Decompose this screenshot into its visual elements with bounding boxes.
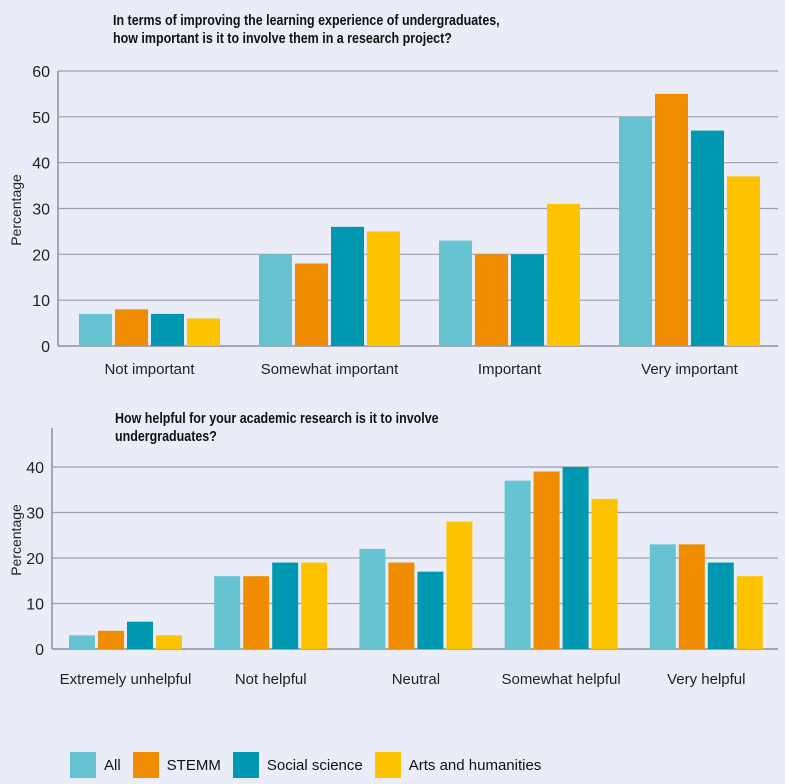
legend-swatch (232, 752, 259, 778)
bar-social-science (331, 226, 364, 346)
x-category-label: Somewhat helpful (501, 671, 620, 688)
bar-arts-and-humanities (367, 231, 400, 346)
y-tick-label: 50 (32, 110, 50, 127)
legend: All STEMM Social science Arts and humani… (70, 752, 553, 778)
bar-stemm (475, 254, 508, 346)
x-category-label: Very important (641, 361, 739, 378)
bar-all (619, 116, 652, 346)
y-axis-label: Percentage (8, 174, 24, 246)
legend-item-social-science: Social science (232, 752, 363, 778)
y-tick-label: 20 (32, 247, 50, 264)
bar-stemm (295, 263, 328, 346)
x-category-label: Not important (104, 361, 195, 378)
legend-label: Arts and humanities (408, 756, 542, 774)
y-tick-label: 30 (32, 202, 50, 219)
bar-social-science (417, 571, 444, 649)
x-category-label: Important (478, 361, 542, 378)
legend-item-arts-humanities: Arts and humanities (374, 752, 542, 778)
y-tick-label: 10 (26, 597, 44, 614)
bar-social-science (511, 254, 544, 346)
bar-stemm (678, 544, 705, 649)
legend-swatch (132, 752, 159, 778)
legend-item-all: All (70, 752, 121, 778)
y-tick-label: 40 (26, 460, 44, 477)
bar-all (649, 544, 676, 649)
bar-all (79, 313, 112, 346)
bar-social-science (691, 130, 724, 346)
y-tick-label: 0 (41, 339, 50, 356)
bar-stemm (388, 562, 415, 649)
legend-label: STEMM (166, 756, 221, 774)
bar-stemm (655, 93, 688, 347)
x-category-label: Extremely unhelpful (60, 671, 192, 688)
y-tick-label: 10 (32, 293, 50, 310)
bar-arts-and-humanities (187, 318, 220, 346)
bar-all (259, 254, 292, 346)
bar-arts-and-humanities (591, 498, 618, 649)
x-category-label: Very helpful (667, 671, 745, 688)
bar-all (504, 480, 531, 649)
y-tick-label: 40 (32, 156, 50, 173)
bar-stemm (243, 576, 270, 649)
bar-stemm (533, 471, 560, 649)
bar-all (69, 635, 95, 649)
chart1-title-line1: In terms of improving the learning exper… (113, 13, 500, 29)
x-category-label: Not helpful (235, 671, 307, 688)
y-tick-label: 60 (32, 64, 50, 81)
bar-arts-and-humanities (156, 635, 182, 649)
bar-arts-and-humanities (446, 521, 473, 649)
y-tick-label: 30 (26, 506, 44, 523)
y-tick-label: 20 (26, 551, 44, 568)
chart2-title: How helpful for your academic research i… (115, 410, 439, 446)
bar-arts-and-humanities (547, 203, 580, 346)
y-axis-label: Percentage (8, 504, 24, 576)
bar-all (359, 548, 386, 649)
bar-stemm (115, 309, 148, 346)
bar-social-science (562, 467, 589, 649)
legend-label: All (104, 756, 121, 774)
bar-arts-and-humanities (727, 176, 760, 346)
bar-social-science (272, 562, 299, 649)
bar-stemm (98, 630, 124, 649)
bar-arts-and-humanities (301, 562, 328, 649)
chart2-title-line1: How helpful for your academic research i… (115, 411, 439, 427)
bar-arts-and-humanities (736, 576, 763, 649)
chart1-title-line2: how important is it to involve them in a… (113, 31, 452, 47)
legend-item-stemm: STEMM (132, 752, 221, 778)
bar-social-science (707, 562, 734, 649)
bar-all (214, 576, 241, 649)
chart2-title-line2: undergraduates? (115, 429, 217, 445)
y-tick-label: 0 (35, 642, 44, 659)
bar-social-science (127, 621, 153, 649)
x-category-label: Somewhat important (261, 361, 399, 378)
bar-social-science (151, 313, 184, 346)
chart1-title: In terms of improving the learning exper… (113, 12, 500, 48)
legend-swatch (374, 752, 401, 778)
x-category-label: Neutral (392, 671, 440, 688)
legend-swatch (70, 752, 96, 778)
legend-label: Social science (266, 756, 363, 774)
bar-all (439, 240, 472, 346)
